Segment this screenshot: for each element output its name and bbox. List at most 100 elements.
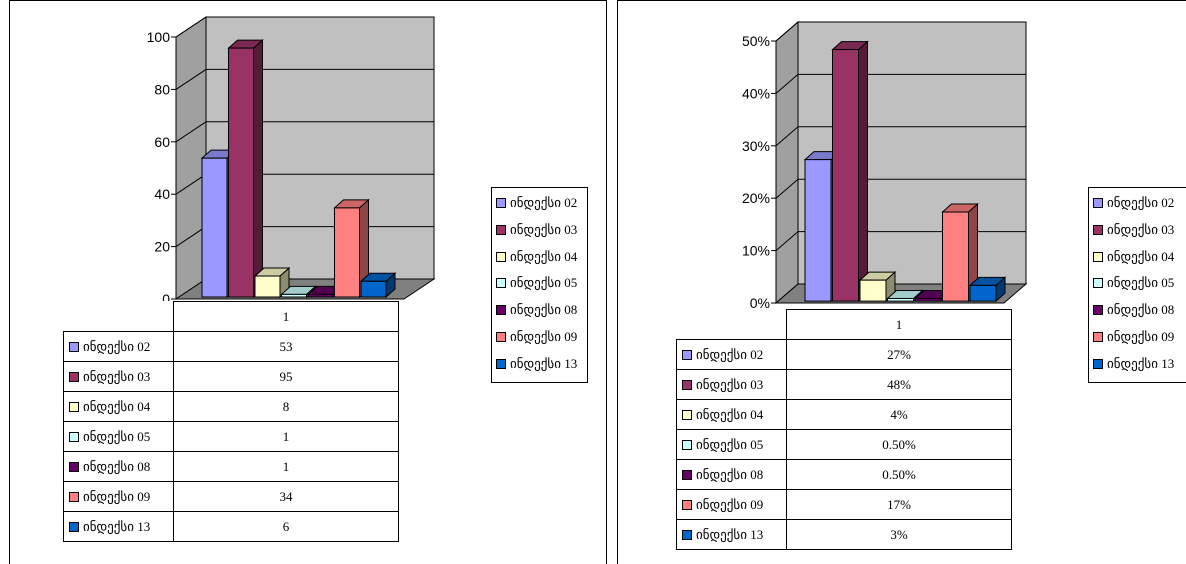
bar-6 <box>333 198 370 299</box>
gridline <box>175 173 207 195</box>
table-row: ინდექსი 09 17% <box>676 489 1012 520</box>
data-label: 27% <box>786 339 1012 370</box>
bar-front <box>201 157 228 298</box>
chart-legend: ინდექსი 02 ინდექსი 03 ინდექსი 04 ინდექსი 05… <box>1088 187 1186 383</box>
series-name: ინდექსი 08 <box>696 466 764 482</box>
legend-swatch <box>69 521 79 532</box>
legend-swatch <box>496 332 506 342</box>
table-row: ინდექსი 08 1 <box>63 451 399 482</box>
series-name: ინდექსი 02 <box>83 338 151 354</box>
legend-swatch <box>69 491 79 502</box>
data-label: 0.50% <box>786 459 1012 490</box>
y-tick-label: 40 <box>154 186 170 202</box>
table-row: ინდექსი 03 95 <box>63 361 399 392</box>
series-name: ინდექსი 04 <box>696 406 764 422</box>
chart-panel-percent: 0% 10% 20% 30% 40% 50% ინდექსი 02 ინდექსი 03 ინ… <box>617 0 1186 564</box>
series-name: ინდექსი 13 <box>83 518 151 534</box>
table-row: ინდექსი 13 3% <box>676 519 1012 550</box>
side-wall <box>775 20 799 305</box>
legend-item: ინდექსი 13 <box>1093 353 1174 375</box>
bar-front <box>832 49 859 302</box>
legend-label: ინდექსი 08 <box>510 302 578 318</box>
legend-swatch <box>69 371 79 382</box>
legend-item: ინდექსი 02 <box>1093 192 1174 214</box>
series-name: ინდექსი 08 <box>83 458 151 474</box>
legend-label: ინდექსი 13 <box>1107 355 1175 371</box>
legend-swatch <box>69 461 79 472</box>
legend-label: ინდექსი 09 <box>1107 329 1175 344</box>
gridline <box>775 231 799 251</box>
y-tick-label: 80 <box>154 81 170 97</box>
bar-front <box>942 211 969 302</box>
legend-label: ინდექსი 09 <box>510 329 578 344</box>
data-label: 8 <box>173 391 399 422</box>
legend-label: ინდექსი 08 <box>1107 302 1175 318</box>
bar-side <box>858 40 868 303</box>
legend-swatch <box>1093 251 1103 262</box>
series-name-cell: ინდექსი 04 <box>676 399 787 430</box>
legend-swatch <box>1093 278 1103 289</box>
legend-swatch <box>1093 224 1103 235</box>
series-name-cell: ინდექსი 05 <box>676 429 787 460</box>
table-row: ინდექსი 02 53 <box>63 331 399 362</box>
gridline <box>775 74 799 94</box>
series-name-cell: ინდექსი 08 <box>676 459 787 490</box>
category-label: 1 <box>173 301 399 332</box>
y-tick-label: 40% <box>742 85 770 101</box>
gridline <box>175 121 207 143</box>
legend-swatch <box>496 251 506 262</box>
table-corner <box>676 309 787 340</box>
bar-chart-counts: 0 20 40 60 80 100 <box>147 16 436 301</box>
bar-front <box>281 293 307 298</box>
gridline <box>775 126 799 147</box>
legend-swatch <box>682 469 692 480</box>
gridline <box>775 21 799 42</box>
bar-7 <box>968 276 1007 303</box>
legend-swatch <box>1093 358 1103 369</box>
legend-label: ინდექსი 05 <box>1107 275 1175 291</box>
bar-front <box>969 284 997 302</box>
table-row: ინდექსი 04 4% <box>676 399 1012 430</box>
bar-front <box>804 159 832 302</box>
table-row: ინდექსი 08 0.50% <box>676 459 1012 490</box>
legend-swatch <box>69 431 79 442</box>
legend-swatch <box>496 278 506 289</box>
bar-front <box>228 47 254 298</box>
category-label: 1 <box>786 309 1012 340</box>
legend-swatch <box>496 305 506 316</box>
legend-item: ინდექსი 02 <box>496 192 577 214</box>
bar-7 <box>359 272 397 299</box>
legend-item: ინდექსი 08 <box>496 299 577 321</box>
legend-swatch <box>496 198 506 208</box>
gridline <box>175 16 207 38</box>
data-label: 6 <box>173 511 399 542</box>
y-tick-label: 100 <box>147 29 171 45</box>
chart-panel-counts: 0 20 40 60 80 100 ინდექსი 02 ინდექსი 03 ინდექსი… <box>9 0 607 564</box>
legend-label: ინდექსი 03 <box>510 221 578 237</box>
legend-swatch <box>496 358 506 369</box>
series-name: ინდექსი 02 <box>696 346 764 362</box>
bar-chart-percent: 0% 10% 20% 30% 40% 50% <box>742 20 1028 311</box>
table-row: ინდექსი 05 0.50% <box>676 429 1012 460</box>
bar-2 <box>227 38 264 299</box>
series-name: ინდექსი 03 <box>696 376 764 392</box>
legend-swatch <box>69 341 79 352</box>
data-label: 0.50% <box>786 429 1012 460</box>
y-tick-label: 60 <box>154 134 170 150</box>
data-label: 48% <box>786 369 1012 400</box>
legend-item: ინდექსი 05 <box>496 272 577 294</box>
legend-swatch <box>682 409 692 420</box>
legend-label: ინდექსი 03 <box>1107 221 1175 237</box>
data-table: 1 ინდექსი 02 53 ინდექსი 03 95 ინდექსი 04 8 ინდე… <box>63 301 399 542</box>
y-tick-label: 20 <box>154 239 170 255</box>
legend-item: ინდექსი 04 <box>496 246 577 268</box>
legend-swatch <box>1093 305 1103 316</box>
gridline <box>175 226 207 248</box>
series-name: ინდექსი 03 <box>83 368 151 384</box>
series-name: ინდექსი 09 <box>696 496 764 512</box>
table-corner <box>63 301 174 332</box>
data-label: 95 <box>173 361 399 392</box>
table-row: ინდექსი 02 27% <box>676 339 1012 370</box>
series-name-cell: ინდექსი 03 <box>63 361 174 392</box>
gridline <box>775 178 799 199</box>
